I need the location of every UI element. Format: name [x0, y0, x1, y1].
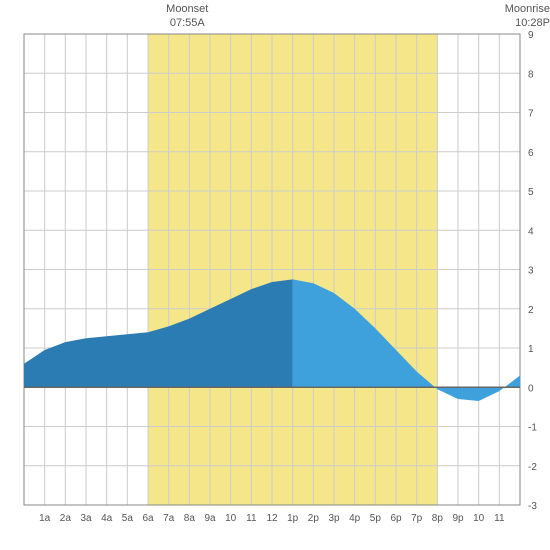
- x-tick-label: 11: [246, 513, 257, 524]
- x-tick-label: 8a: [184, 513, 196, 524]
- x-tick-label: 3p: [328, 513, 340, 524]
- y-tick-label: 1: [528, 344, 534, 355]
- x-tick-label: 9a: [204, 513, 216, 524]
- y-tick-label: 3: [528, 266, 534, 277]
- moonset-label: Moonset 07:55A: [157, 2, 217, 31]
- x-tick-label: 6p: [390, 513, 402, 524]
- x-tick-label: 4p: [349, 513, 361, 524]
- y-tick-label: 8: [528, 69, 534, 80]
- x-tick-label: 10: [225, 513, 237, 524]
- x-tick-label: 10: [473, 513, 485, 524]
- moonrise-title: Moonrise: [505, 3, 550, 15]
- y-tick-label: 7: [528, 109, 534, 120]
- tide-chart-container: Moonset 07:55A Moonrise 10:28P -3-2-1012…: [0, 0, 550, 550]
- y-tick-label: -2: [528, 462, 537, 473]
- x-tick-label: 12: [266, 513, 278, 524]
- x-tick-label: 9p: [452, 513, 464, 524]
- tide-chart-svg: -3-2-101234567891a2a3a4a5a6a7a8a9a101112…: [0, 0, 550, 550]
- y-tick-label: 0: [528, 383, 534, 394]
- x-tick-label: 1p: [287, 513, 299, 524]
- y-tick-label: 6: [528, 148, 534, 159]
- x-tick-label: 2a: [60, 513, 72, 524]
- y-tick-label: -1: [528, 423, 537, 434]
- x-tick-label: 7a: [163, 513, 175, 524]
- y-tick-label: -3: [528, 501, 537, 512]
- x-tick-label: 11: [494, 513, 505, 524]
- x-tick-label: 8p: [432, 513, 444, 524]
- y-tick-label: 4: [528, 226, 534, 237]
- y-tick-label: 5: [528, 187, 534, 198]
- moonset-time: 07:55A: [170, 17, 205, 29]
- y-tick-label: 2: [528, 305, 534, 316]
- y-tick-label: 9: [528, 30, 534, 41]
- x-tick-label: 7p: [411, 513, 423, 524]
- x-tick-label: 6a: [142, 513, 154, 524]
- x-tick-label: 5p: [370, 513, 382, 524]
- x-tick-label: 4a: [101, 513, 113, 524]
- x-tick-label: 2p: [308, 513, 320, 524]
- x-tick-label: 3a: [80, 513, 92, 524]
- x-tick-label: 1a: [39, 513, 51, 524]
- moonset-title: Moonset: [166, 3, 208, 15]
- moonrise-time: 10:28P: [515, 17, 550, 29]
- x-tick-label: 5a: [122, 513, 134, 524]
- moonrise-label: Moonrise 10:28P: [490, 2, 550, 31]
